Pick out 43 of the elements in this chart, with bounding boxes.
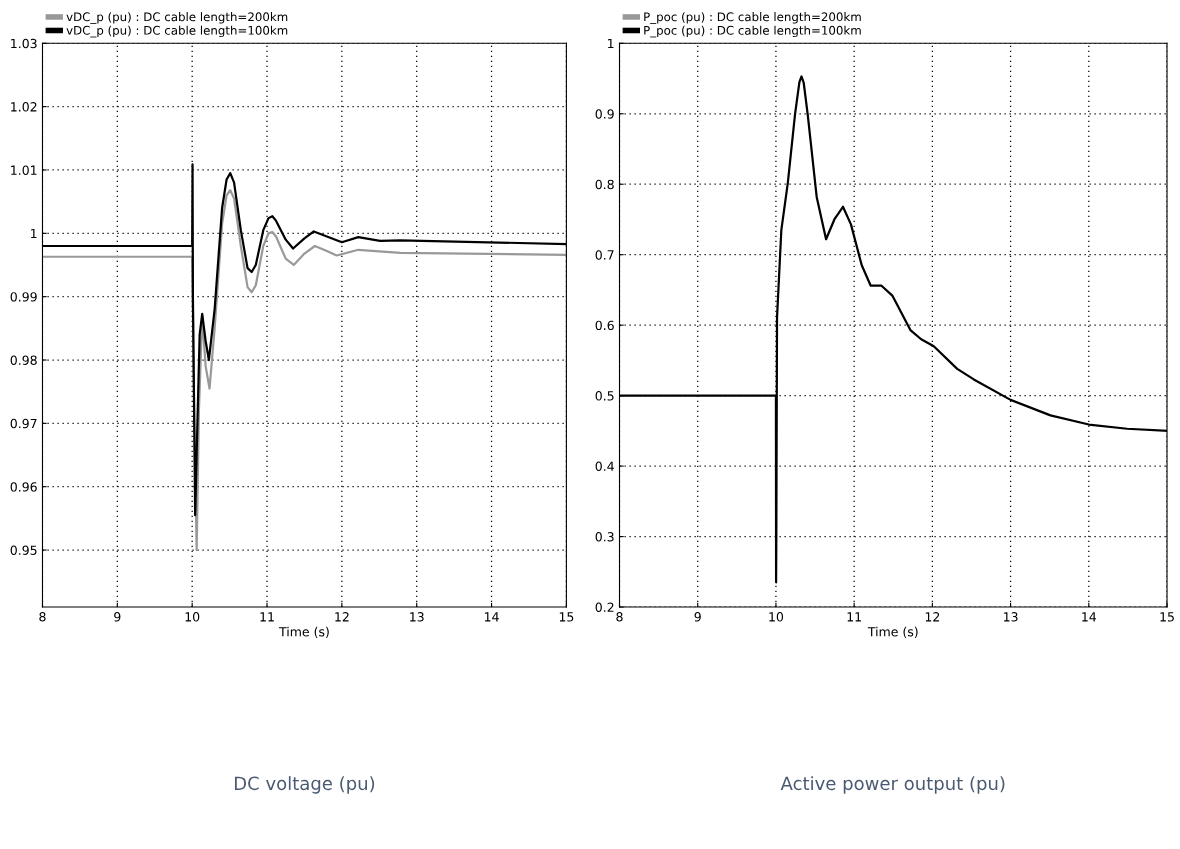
x-tick-label: 13 xyxy=(1004,612,1018,622)
line-series xyxy=(42,189,567,552)
y-tick-label: 0.98 xyxy=(10,355,37,365)
y-tick-label: 0.7 xyxy=(595,250,614,260)
x-tick-label: 14 xyxy=(1082,612,1097,622)
x-tick-label: 12 xyxy=(335,612,349,622)
x-tick-label: 14 xyxy=(484,612,499,622)
text: DC voltage (pu) xyxy=(234,776,375,794)
x-tick-label: 9 xyxy=(114,612,121,622)
legend-label: vDC_p (pu) : DC cable length=200km xyxy=(66,12,288,24)
y-tick-label: 0.96 xyxy=(10,482,37,492)
y-tick-label: 0.95 xyxy=(10,545,37,555)
legend-label: P_poc (pu) : DC cable length=200km xyxy=(644,12,861,24)
x-axis-title: Time (s) xyxy=(278,626,329,638)
x-tick-label: 10 xyxy=(185,612,200,622)
x-axis-title: Time (s) xyxy=(867,626,918,638)
x-tick-label: 13 xyxy=(410,612,424,622)
y-tick-label: 0.3 xyxy=(595,532,614,542)
y-tick-label: 1 xyxy=(31,228,37,239)
y-tick-label: 0.97 xyxy=(10,418,37,429)
y-tick-label: 0.99 xyxy=(10,292,37,302)
x-tick-label: 10 xyxy=(769,612,784,622)
legend-label: vDC_p (pu) : DC cable length=100km xyxy=(66,25,288,38)
x-tick-label: 9 xyxy=(694,612,701,622)
y-tick-label: 1.03 xyxy=(11,38,37,49)
x-tick-label: 15 xyxy=(559,612,574,622)
y-tick-label: 0.9 xyxy=(595,109,614,119)
x-tick-label: 8 xyxy=(616,612,623,622)
y-tick-label: 1.01 xyxy=(11,165,37,175)
y-tick-label: 0.8 xyxy=(595,179,614,190)
x-tick-label: 12 xyxy=(925,612,940,622)
y-tick-label: 0.2 xyxy=(595,602,614,612)
text: Active power output (pu) xyxy=(780,776,1005,794)
legend-label: P_poc (pu) : DC cable length=100km xyxy=(644,25,861,38)
y-tick-label: 1 xyxy=(608,38,614,49)
x-tick-label: 15 xyxy=(1160,612,1174,622)
y-tick-label: 1.02 xyxy=(11,102,37,112)
y-tick-label: 0.6 xyxy=(595,320,614,331)
y-tick-label: 0.5 xyxy=(595,391,614,401)
y-tick-label: 0.4 xyxy=(595,461,614,472)
x-tick-label: 8 xyxy=(39,612,46,622)
x-tick-label: 11 xyxy=(260,612,274,622)
x-tick-label: 11 xyxy=(847,612,861,622)
